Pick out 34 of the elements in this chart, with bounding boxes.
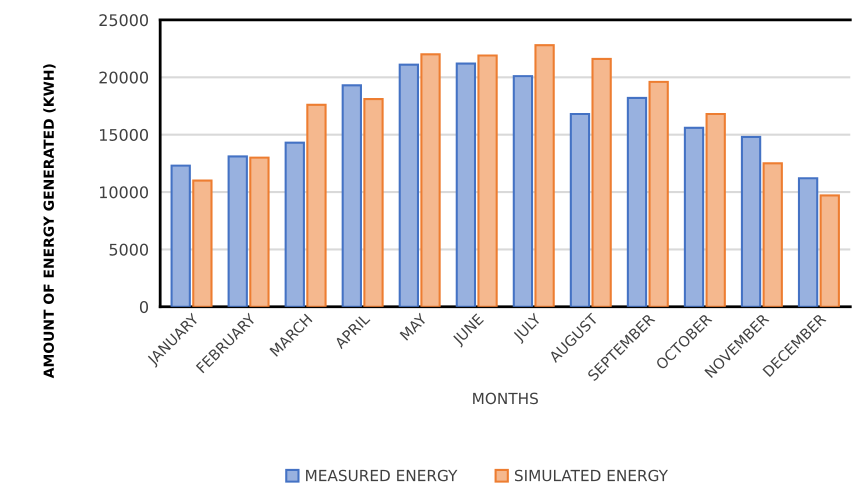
bar (363, 98, 384, 307)
bar (706, 112, 726, 307)
bar (820, 194, 840, 307)
bar (591, 58, 612, 307)
bar (342, 84, 362, 307)
bar (192, 180, 213, 307)
y-tick-label: 15000 (100, 128, 148, 141)
bar (512, 75, 534, 307)
y-tick-label: 5000 (110, 244, 148, 256)
bar (249, 156, 270, 307)
legend-label: MEASURED ENERGY (306, 470, 458, 482)
bar (170, 164, 191, 307)
bar (740, 136, 762, 307)
bar (626, 96, 648, 307)
bar (228, 155, 248, 307)
bar (684, 126, 704, 307)
bar (420, 53, 441, 307)
bar (798, 177, 818, 307)
bar (534, 44, 555, 307)
bar (306, 104, 327, 307)
bar (648, 80, 669, 307)
bar (284, 142, 305, 307)
y-tick-label: 20000 (99, 72, 148, 84)
legend-label: SIMULATED ENERGY (514, 470, 668, 482)
y-tick-label: 0 (140, 300, 148, 314)
bar (456, 62, 476, 307)
y-axis-title: AMOUNT OF ENERGY GENERATED (KWH) (43, 64, 56, 378)
bar (762, 162, 783, 307)
bar (398, 64, 420, 307)
bar (570, 112, 590, 307)
x-axis-title: MONTHS (473, 392, 538, 404)
bar (477, 54, 498, 307)
y-tick-label: 10000 (100, 186, 148, 198)
y-tick-label: 25000 (99, 14, 148, 26)
